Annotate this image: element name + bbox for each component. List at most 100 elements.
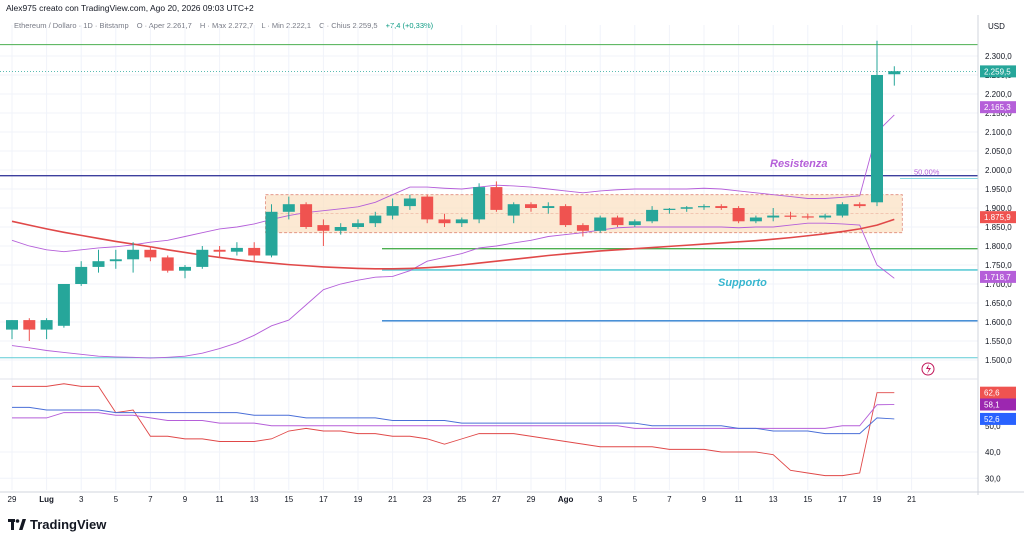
candle-body: [836, 204, 849, 216]
legend-open: O · Aper 2.261,7: [136, 21, 192, 30]
candle-body: [749, 217, 762, 222]
x-tick-label: 25: [457, 495, 466, 504]
y-tick-label: 1.700,0: [985, 280, 1012, 289]
candle-body: [161, 257, 174, 271]
price-badge-bg: [980, 211, 1016, 224]
candle-body: [300, 204, 313, 227]
price-badge: 1.718,7: [984, 273, 1011, 282]
y-tick-label: 2.000,0: [985, 166, 1012, 175]
y-tick-label: 1.800,0: [985, 242, 1012, 251]
x-tick-label: 13: [250, 495, 259, 504]
x-tick-label: 17: [319, 495, 328, 504]
y-tick-label: 1.750,0: [985, 261, 1012, 270]
candle-body: [715, 206, 728, 208]
x-tick-label: 9: [702, 495, 707, 504]
candle-body: [92, 261, 105, 267]
candle-body: [801, 216, 814, 218]
tradingview-brand: TradingView: [8, 517, 106, 533]
tradingview-logo-icon: [8, 518, 26, 533]
levels-layer: [0, 44, 978, 359]
moving-average-line: [11, 218, 895, 270]
y-tick-label: 1.900,0: [985, 204, 1012, 213]
x-tick-label: 5: [114, 495, 119, 504]
candle-body: [594, 217, 607, 231]
x-tick-label: 7: [667, 495, 672, 504]
brand-name: TradingView: [30, 517, 107, 532]
osc-tick-label: 40,0: [985, 448, 1001, 457]
y-tick-label: 1.850,0: [985, 223, 1012, 232]
symbol-legend: Ethereum / Dollaro · 1D · Bitstamp O · A…: [14, 21, 433, 30]
candle-body: [352, 223, 364, 227]
x-tick-label: 21: [907, 495, 916, 504]
legend-change: +7,4 (+0,33%): [385, 21, 434, 30]
candle-body: [109, 259, 122, 262]
candle-body: [196, 249, 209, 267]
lightning-icon-ring: [921, 362, 935, 376]
candle-body: [127, 249, 140, 260]
candle-body: [490, 187, 503, 210]
bollinger-lower-line: [11, 222, 895, 359]
candle-body: [369, 215, 382, 224]
y-tick-label: 1.650,0: [985, 299, 1012, 308]
candle-body: [732, 208, 745, 222]
y-tick-label: 2.300,0: [985, 52, 1012, 61]
candle-body: [403, 198, 416, 207]
candle-body: [438, 219, 451, 224]
candle-body: [853, 204, 866, 207]
oscillator-series-line: [12, 404, 895, 429]
legend-symbol[interactable]: Ethereum / Dollaro · 1D · Bitstamp: [14, 21, 129, 30]
x-tick-label: 7: [148, 495, 153, 504]
annotation-layer: Resistenza Supporto 50,00%: [718, 158, 940, 376]
x-tick-label: 17: [838, 495, 847, 504]
x-tick-label: 3: [79, 495, 84, 504]
candle-body: [611, 217, 624, 226]
indicators-layer: [11, 114, 895, 359]
y-axis-unit: USD: [988, 22, 1005, 31]
osc-badge: 52,6: [984, 415, 1000, 424]
axes-layer[interactable]: 29 Lug 3 5 7 9 11 13 15 17 19 21 23 25 27 29 Ago 3 5 7 9 11 13…: [0, 15, 1024, 504]
candle-body: [75, 266, 88, 284]
fib-label: 50,00%: [914, 167, 940, 176]
osc-badge: 58,1: [984, 400, 1000, 409]
price-badge: 2.165,3: [984, 103, 1011, 112]
range-box-layer: [265, 194, 903, 234]
price-badge-bg: [980, 65, 1016, 78]
price-badge: 1.875,9: [984, 213, 1011, 222]
y-tick-label: 1.950,0: [985, 185, 1012, 194]
candle-body: [248, 247, 261, 256]
x-tick-label: 11: [215, 495, 224, 504]
candle-body: [663, 208, 676, 210]
resistance-label: Resistenza: [770, 158, 827, 170]
x-tick-label: 11: [734, 495, 743, 504]
candle-body: [317, 225, 330, 231]
x-tick-label: 19: [873, 495, 882, 504]
x-tick-label: 15: [284, 495, 293, 504]
y-tick-label: 2.100,0: [985, 128, 1012, 137]
x-tick-label: 23: [423, 495, 432, 504]
y-tick-label: 2.200,0: [985, 90, 1012, 99]
candle-body: [888, 71, 901, 75]
y-tick-label: 2.050,0: [985, 147, 1012, 156]
price-badge-bg: [980, 270, 1016, 283]
candle-body: [473, 187, 486, 220]
candle-body: [386, 206, 399, 216]
candle-body: [542, 206, 555, 208]
candle-body: [282, 204, 295, 212]
osc-partial-tick: 50,0: [985, 422, 1001, 431]
osc-badge-bg: [980, 398, 1016, 411]
candle-body: [698, 206, 710, 208]
candle-body: [507, 204, 520, 216]
candle-body: [23, 320, 36, 330]
bollinger-upper-line: [11, 114, 895, 253]
y-tick-label: 2.150,0: [985, 109, 1012, 118]
candle-body: [576, 225, 589, 231]
oscillator-series-line: [12, 406, 895, 435]
candle-body: [265, 211, 278, 256]
lightning-icon-bolt: [926, 364, 931, 374]
x-tick-label: 27: [492, 495, 501, 504]
support-label: Supporto: [718, 277, 767, 289]
candle-body: [6, 320, 18, 330]
candle-body: [525, 204, 537, 208]
legend-close: C · Chius 2.259,5: [319, 21, 378, 30]
